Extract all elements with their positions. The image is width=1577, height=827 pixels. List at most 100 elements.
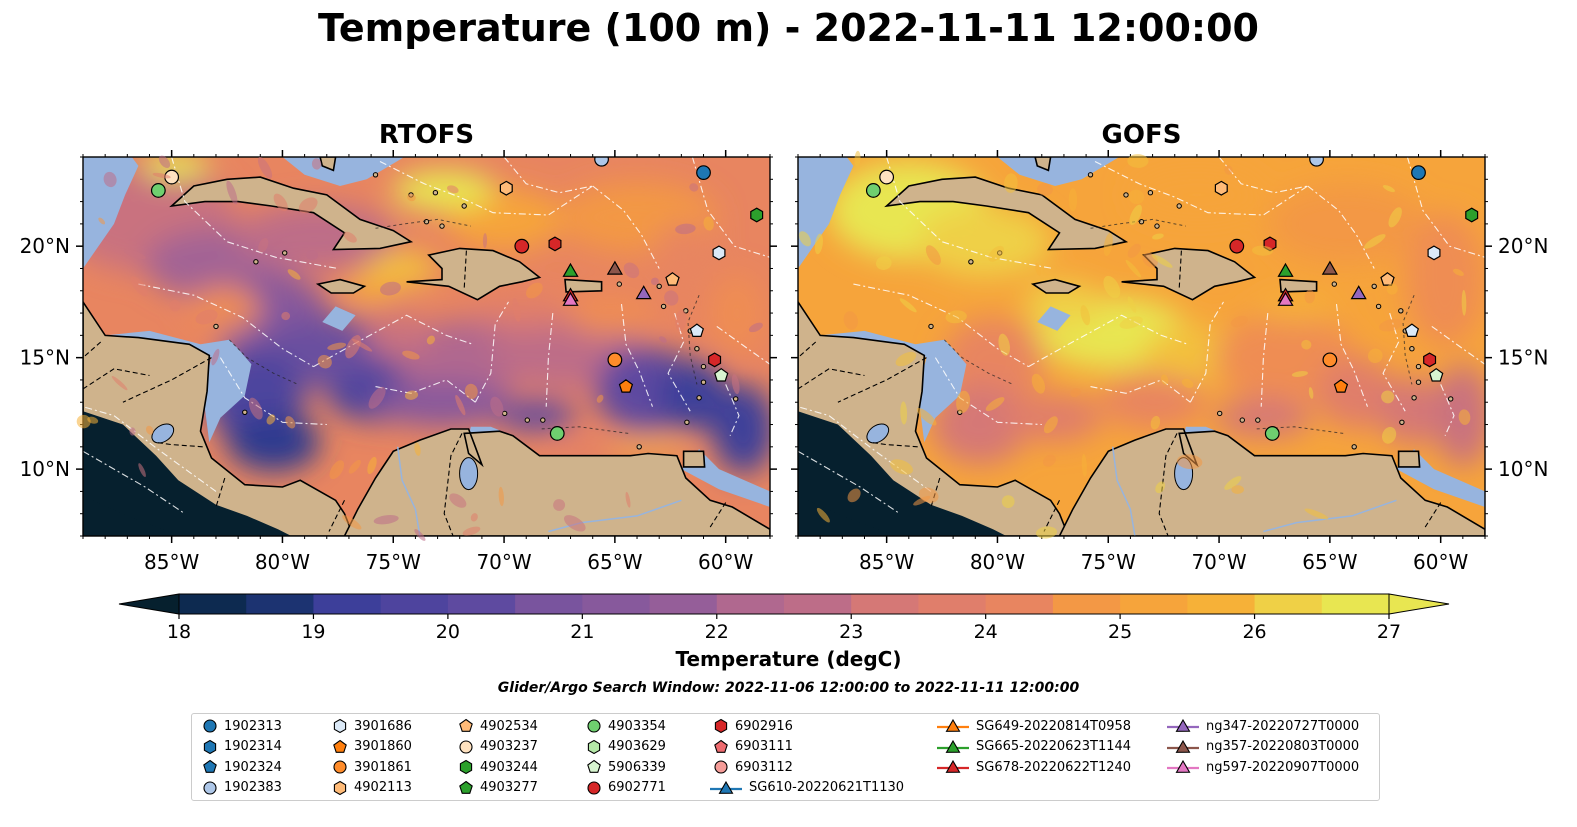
legend-item: 6902916 [713,716,793,736]
country-border [837,357,927,403]
eez-boundary [545,313,554,407]
lat-tick-label: 15°N [1498,346,1548,370]
pacific-ocean [83,411,292,536]
legend-label: 6903112 [735,759,793,775]
lake-maracaibo [459,457,479,491]
legend-label: 1902324 [224,759,282,775]
depth-contour [687,295,700,385]
depth-contour [1402,295,1415,385]
observation-marker [594,157,609,167]
observation-marker [1309,157,1324,167]
small-island [1351,444,1357,450]
eez-boundary [83,450,186,515]
eez-boundary [474,301,509,403]
colorbar-band [649,594,718,614]
observation-marker [562,291,579,306]
legend-item: 4903244 [458,757,538,777]
legend-label: 4902534 [480,718,538,734]
country-border [328,500,345,532]
lon-tick-label: 65°W [587,550,642,574]
colorbar-tick-label: 21 [570,621,594,640]
land [1030,278,1082,294]
small-island [1448,396,1454,402]
legend-marker [333,780,347,795]
river [548,499,682,533]
colorbar-title: Temperature (degC) [675,647,902,671]
country-border [463,250,467,289]
legend-label: ng347-20220727T0000 [1206,718,1360,734]
temperature-blob [473,297,571,329]
argo-marker-icon [459,739,473,754]
legend-marker [1175,739,1191,753]
small-island [1415,363,1422,370]
temperature-blob [712,384,770,474]
observation-marker [865,183,881,198]
legend-marker [459,780,473,794]
map-panels: 85°W 80°W 75°W 70°W 65°W 60°W20°N15°N10°N85°W… [20,150,1548,640]
small-island [928,323,934,330]
colorbar-extend-max [1388,593,1450,615]
colorbar-band [1254,594,1323,614]
pacific-ocean [798,495,896,536]
legend-item: ng357-20220803T0000 [1166,737,1359,757]
eez-boundary [886,157,1053,270]
argo-marker-icon [714,760,728,774]
small-island [1331,281,1338,287]
legend-marker [203,719,217,733]
observation-marker [150,183,166,198]
small-island [282,250,288,256]
observation-marker [1277,291,1294,306]
legend-item: SG649-20220814T0958 [936,716,1131,736]
legend-marker [1175,759,1191,773]
lon-tick-label: 75°W [1081,550,1136,574]
lon-tick-label: 70°W [1191,550,1246,574]
observation-marker [696,165,711,181]
argo-marker-icon [203,759,217,773]
glider-marker-icon [1167,718,1199,732]
colorbar-band [1187,594,1256,614]
observation-marker [1229,238,1245,254]
legend-item: 4903277 [458,778,538,798]
glider-marker-icon [937,718,969,732]
observation-marker [1321,260,1338,275]
legend-marker [333,739,347,753]
observation-marker [665,272,680,286]
shallow-water [997,157,1120,186]
small-island [1239,417,1246,423]
argo-marker-icon [714,739,728,753]
pacific-ocean [798,411,1007,536]
eez-boundary [725,384,740,436]
legend-label: SG678-20220622T1240 [976,759,1132,775]
small-island [968,259,974,265]
colorbar-band [985,594,1054,614]
colorbar-tick-label: 23 [839,621,863,640]
gofs-map: 85°W 80°W 75°W 70°W 65°W 60°W 20°N 15°N 10°N [791,150,1548,574]
eez-boundary [1028,314,1189,368]
colorbar-tick-label: 24 [974,621,998,640]
temperature-blob [930,384,1029,465]
eez-boundary [503,157,593,194]
argo-marker-icon [714,718,728,734]
country-border [215,477,226,508]
temperature-blob [1256,295,1337,322]
legend-marker [945,718,961,732]
eez-boundary [798,450,901,515]
country-border [1178,250,1182,289]
eez-boundary [620,304,654,407]
lat-tick-label: 15°N [20,346,70,370]
legend-marker [945,759,961,773]
map-frame [82,156,771,537]
glider-marker-icon [1167,759,1199,773]
river [396,446,421,536]
observation-marker [1214,180,1228,196]
observation-marker [1380,272,1395,286]
small-island [1375,303,1382,310]
lat-tick-label: 10°N [20,457,70,481]
small-island [733,396,739,402]
small-island [616,281,622,287]
land [406,247,542,301]
legend-label: 6902916 [735,718,793,734]
colorbar-tick-label: 26 [1242,621,1266,640]
argo-marker-icon [459,718,473,732]
lat-tick-label: 20°N [1498,234,1548,258]
